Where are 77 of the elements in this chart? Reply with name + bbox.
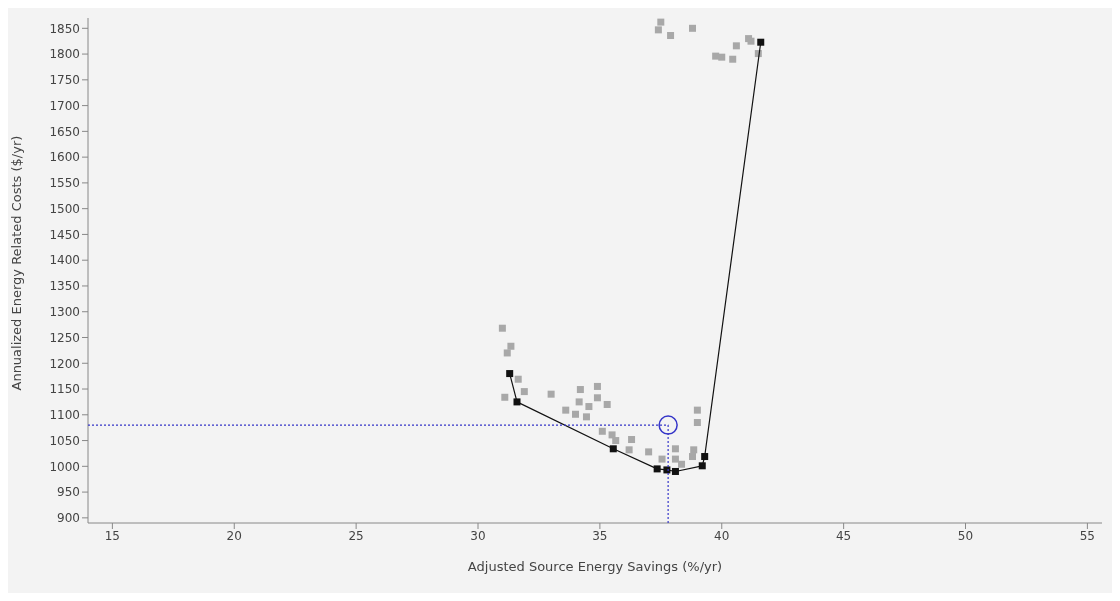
y-tick-label: 1400 (49, 253, 80, 268)
point (689, 453, 696, 461)
point (598, 427, 606, 435)
y-axis-title: Annualized Energy Related Costs ($/yr) (8, 135, 24, 391)
y-tick-label: 1850 (49, 21, 80, 36)
point (625, 446, 633, 454)
point (498, 324, 506, 332)
y-tick-label: 1500 (49, 201, 80, 216)
y-tick-label: 1650 (49, 124, 80, 139)
point (514, 375, 522, 383)
point (671, 455, 679, 463)
point (757, 38, 765, 46)
point (690, 446, 698, 454)
point (582, 413, 590, 421)
point (671, 467, 679, 475)
point (658, 415, 678, 435)
point (507, 342, 515, 350)
point (698, 462, 706, 470)
x-tick-label: 20 (226, 528, 242, 543)
point (729, 55, 737, 63)
point (689, 24, 696, 32)
y-tick-label: 900 (57, 511, 80, 526)
x-tick-label: 35 (592, 528, 608, 543)
point (609, 445, 617, 453)
y-tick-label: 1450 (49, 227, 80, 242)
y-tick-label: 1100 (49, 408, 80, 423)
point (501, 393, 509, 401)
point (603, 400, 611, 408)
point (628, 436, 636, 444)
point (547, 390, 555, 398)
point (667, 32, 675, 40)
y-tick-label: 1150 (49, 382, 80, 397)
point (503, 349, 511, 357)
point (657, 18, 665, 26)
y-tick-label: 1200 (49, 356, 80, 371)
y-tick-label: 1550 (49, 176, 80, 191)
y-tick-label: 1350 (49, 279, 80, 294)
y-tick-label: 1750 (49, 73, 80, 88)
point (658, 455, 666, 463)
point (572, 410, 579, 418)
point (718, 53, 726, 61)
x-tick-label: 55 (1079, 528, 1096, 543)
point (520, 388, 528, 396)
point (585, 403, 593, 411)
y-tick-label: 1700 (49, 98, 80, 113)
point (575, 398, 583, 406)
point (678, 460, 686, 468)
y-tick-label: 1600 (49, 150, 80, 165)
point (506, 370, 514, 378)
point (653, 465, 661, 473)
point (612, 437, 620, 445)
x-tick-label: 50 (957, 528, 974, 543)
x-tick-label: 45 (835, 528, 852, 543)
point (513, 398, 521, 406)
point (593, 394, 601, 402)
point (732, 42, 740, 50)
point (693, 406, 701, 414)
x-tick-label: 25 (348, 528, 364, 543)
point (562, 406, 570, 414)
y-tick-label: 1050 (49, 433, 80, 448)
y-tick-label: 1300 (49, 304, 80, 319)
x-tick-label: 30 (470, 528, 486, 543)
x-tick-label: 40 (714, 528, 730, 543)
point (645, 448, 653, 456)
x-tick-label: 15 (104, 528, 121, 543)
y-tick-label: 950 (57, 485, 80, 500)
x-axis-title: Adjusted Source Energy Savings (%/yr) (467, 559, 723, 574)
point (654, 26, 662, 34)
point (671, 445, 679, 453)
y-tick-label: 1800 (49, 47, 80, 62)
y-tick-label: 1000 (49, 459, 80, 474)
point (693, 419, 701, 427)
point (576, 386, 584, 394)
y-tick-label: 1250 (49, 330, 80, 345)
point (701, 453, 709, 461)
point (593, 382, 601, 390)
point (608, 431, 616, 439)
